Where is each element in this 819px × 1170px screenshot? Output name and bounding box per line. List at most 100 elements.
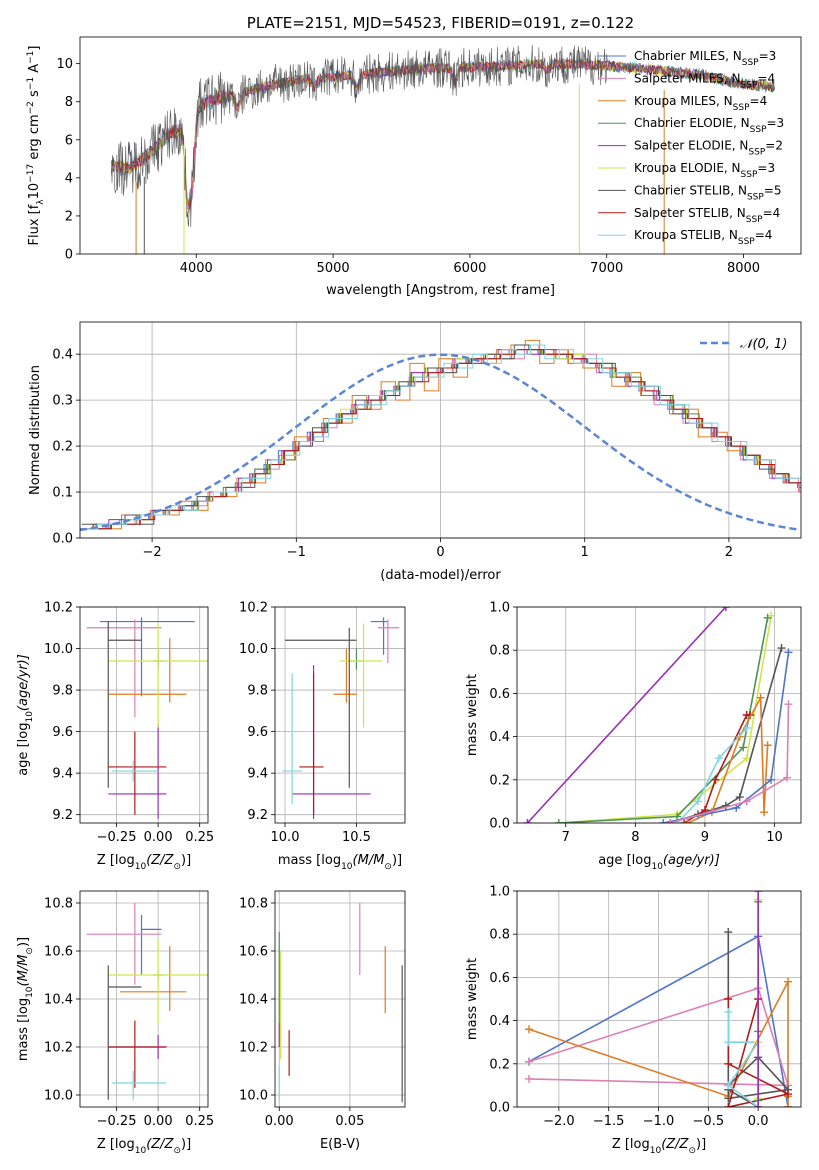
histogram-salpeter_stelib xyxy=(82,349,801,530)
x-tick-label: 0.00 xyxy=(144,1114,173,1129)
label-part: age [log xyxy=(16,723,31,776)
x-axis-label: age [log10(age/yr)] xyxy=(598,853,720,872)
panel-mass_weight_vs_age: 7 8 9 10 0.0 0.2 0.4 0.6 0.8 1.0 xyxy=(489,601,802,845)
axes-frame xyxy=(79,606,209,824)
weight-marker-salpeter_miles xyxy=(742,797,751,806)
label-part: mass [log xyxy=(16,998,31,1061)
weight-marker-salpeter_miles xyxy=(783,773,792,782)
y-tick-label: 0.3 xyxy=(52,394,73,409)
weight-marker-chabrier_miles xyxy=(784,648,793,657)
y-tick-label: 0.8 xyxy=(489,644,510,659)
histogram-kroupa_stelib xyxy=(83,344,801,530)
weight-marker-chabrier_elodie xyxy=(554,819,563,823)
label-part: )] xyxy=(181,853,191,868)
weight-marker-chabrier_miles xyxy=(767,775,776,784)
panel-age_vs_z: −0.25 0.00 0.25 9.2 9.4 9.6 9.8 10.0 10.2 xyxy=(44,601,214,846)
label-part: Chabrier STELIB, N xyxy=(634,183,747,197)
x-tick-label: 7 xyxy=(562,830,570,845)
y-tick-label: 0.0 xyxy=(52,532,73,547)
weight-marker-salpeter_stelib xyxy=(724,995,733,1003)
x-tick-label: 4000 xyxy=(180,261,213,276)
x-tick-label: 10.5 xyxy=(342,830,371,845)
y-tick-label: 10.0 xyxy=(44,1089,73,1104)
weight-marker-salpeter_elodie xyxy=(754,1103,763,1107)
panel-age_vs_mass: 10.0 10.5 9.2 9.4 9.6 9.8 10.0 10.2 xyxy=(239,601,406,845)
axes-frame xyxy=(274,606,406,824)
histogram-kroupa_miles xyxy=(80,339,801,530)
weight-marker-salpeter_stelib xyxy=(724,1059,733,1068)
y-tick-label: 1.0 xyxy=(489,601,510,616)
y-tick-label: 10.8 xyxy=(44,897,73,912)
legend-label: Chabrier STELIB, NSSP=5 xyxy=(634,183,782,202)
y-tick-label: 9.4 xyxy=(247,767,268,782)
weight-marker-kroupa_stelib xyxy=(742,723,751,732)
axes-frame xyxy=(79,890,209,1108)
y-tick-label: 6 xyxy=(65,133,73,148)
x-axis-label: Z [log10(Z/Z⊙)] xyxy=(97,853,191,872)
label-part: λ xyxy=(36,199,46,205)
label-part: =3 xyxy=(759,49,777,63)
y-tick-label: 10.0 xyxy=(44,642,73,657)
x-axis-label: Z [log10(Z/Z⊙)] xyxy=(612,1137,706,1156)
label-part: =3 xyxy=(766,116,784,130)
x-axis-label: (data-model)/error xyxy=(380,568,501,583)
label-part: −2 xyxy=(26,101,36,114)
weight-marker-chabrier_miles xyxy=(732,803,741,812)
label-part: 10 xyxy=(651,862,663,872)
y-tick-label: 0.4 xyxy=(489,1014,510,1029)
y-tick-label: 9.8 xyxy=(52,684,73,699)
y-axis-label: Normed distribution xyxy=(28,365,43,495)
weight-marker-kroupa_miles xyxy=(756,693,765,702)
weight-marker-kroupa_miles xyxy=(784,977,793,986)
x-tick-label: −1.5 xyxy=(593,1114,625,1129)
label-part: Chabrier MILES, N xyxy=(634,49,742,63)
panel-mass_vs_ebv: 0.00 0.05 10.0 10.2 10.4 10.6 10.8 xyxy=(239,890,406,1129)
weight-marker-kroupa_miles xyxy=(784,1103,793,1107)
weight-marker-chabrier_elodie xyxy=(739,743,748,752)
weight-marker-chabrier_miles xyxy=(659,819,668,823)
label-part: (Z/Z xyxy=(146,1137,174,1152)
axes-frame xyxy=(79,36,802,255)
y-tick-label: 10.2 xyxy=(239,601,268,616)
label-part: SSP xyxy=(733,103,750,113)
x-axis-label: wavelength [Angstrom, rest frame] xyxy=(326,283,555,298)
label-part: 10 xyxy=(25,986,35,998)
legend-label: Kroupa STELIB, NSSP=4 xyxy=(634,228,772,247)
plot-area xyxy=(278,903,403,1103)
label-part: SSP xyxy=(738,237,755,247)
label-part: ⊙ xyxy=(173,862,181,872)
x-tick-label: 5000 xyxy=(317,261,350,276)
x-tick-label: 0.00 xyxy=(265,1114,294,1129)
axes-frame xyxy=(79,321,802,539)
label-part: Kroupa ELODIE, N xyxy=(634,161,741,175)
weight-marker-salpeter_stelib xyxy=(724,1103,733,1107)
axes-frame xyxy=(516,890,802,1108)
normal-curve xyxy=(80,353,799,532)
legend-label: Kroupa ELODIE, NSSP=3 xyxy=(634,161,775,180)
y-tick-label: 10 xyxy=(56,57,73,72)
y-tick-label: 0.0 xyxy=(489,817,510,832)
label-part: )] xyxy=(696,1137,706,1152)
label-part: erg cm xyxy=(27,114,42,163)
weight-marker-kroupa_miles xyxy=(524,1025,533,1034)
y-tick-label: 0.6 xyxy=(489,687,510,702)
panel-mass_vs_z: −0.25 0.00 0.25 10.0 10.2 10.4 10.6 10.8 xyxy=(44,890,214,1129)
x-tick-label: 0.00 xyxy=(144,830,173,845)
weight-marker-kroupa_miles xyxy=(760,808,769,817)
label-part: SSP xyxy=(747,192,764,202)
plot-area xyxy=(86,903,208,1100)
y-tick-label: 10.4 xyxy=(44,993,73,1008)
x-tick-label: −2 xyxy=(143,545,162,560)
y-tick-label: 10.4 xyxy=(239,993,268,1008)
weight-marker-kroupa_stelib xyxy=(724,1007,733,1016)
label-part: A xyxy=(27,64,42,77)
weight-marker-salpeter_miles xyxy=(524,1057,533,1066)
y-tick-label: 10.2 xyxy=(239,1041,268,1056)
y-tick-label: 10.0 xyxy=(239,1089,268,1104)
label-part: ⊙ xyxy=(688,1146,696,1156)
x-tick-label: 8000 xyxy=(727,261,760,276)
y-tick-label: 0.4 xyxy=(489,730,510,745)
label-part: 10 xyxy=(135,1146,147,1156)
y-tick-label: 0.6 xyxy=(489,971,510,986)
